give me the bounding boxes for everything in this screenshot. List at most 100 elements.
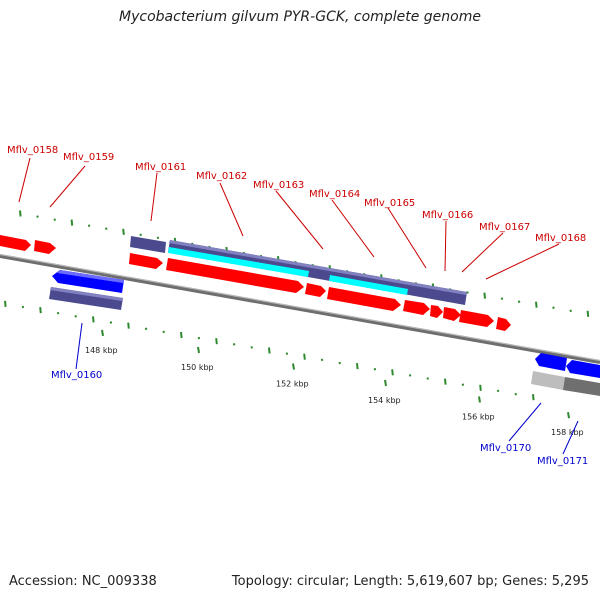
gene-arrow-0167 xyxy=(459,310,494,327)
gc-tick xyxy=(56,311,60,315)
ruler-tick xyxy=(384,379,387,387)
cds-bar-0160-sheen xyxy=(50,287,123,301)
gc-tick xyxy=(139,233,142,237)
gc-tick xyxy=(197,336,201,340)
gc-tick xyxy=(514,392,517,396)
ruler-label: 156 kbp xyxy=(462,413,495,422)
leader-0162 xyxy=(219,182,244,237)
cds-bar-0170 xyxy=(531,371,565,390)
gc-tick xyxy=(144,327,148,331)
gc-tick xyxy=(268,347,271,354)
genome-backbone xyxy=(0,253,600,364)
gc-tick xyxy=(19,210,22,217)
gc-tick xyxy=(122,228,125,235)
gene-arrow-0170 xyxy=(535,353,567,371)
map-title: Mycobacterium gilvum PYR-GCK, complete g… xyxy=(119,9,481,25)
gc-tick xyxy=(303,353,306,360)
gc-tick xyxy=(21,305,25,309)
gc-tick xyxy=(500,297,504,300)
cds-bar-0161 xyxy=(130,236,166,253)
ruler-label: 148 kbp xyxy=(85,346,118,355)
leader-0171 xyxy=(562,420,579,455)
gc-tick xyxy=(53,218,56,221)
gene-arrow-0164 xyxy=(327,287,401,311)
gc-tick xyxy=(180,331,183,339)
gc-tick xyxy=(320,358,324,362)
gc-tick xyxy=(535,301,538,308)
gc-tick xyxy=(105,227,108,230)
ruler-tick xyxy=(101,329,104,337)
gc-tick xyxy=(444,378,447,385)
gc-tick xyxy=(232,343,236,346)
ruler-tick xyxy=(197,346,200,354)
gc-tick xyxy=(496,389,500,393)
gene-arrow-0163 xyxy=(305,283,326,297)
gc-tick xyxy=(552,306,555,309)
gc-tick xyxy=(466,291,469,294)
gc-tick xyxy=(285,352,289,355)
gene-arrow-0162 xyxy=(166,258,304,293)
gc-tick xyxy=(127,322,130,329)
gene-label: Mflv_0166 xyxy=(422,210,473,221)
gene-label: Mflv_0162 xyxy=(196,171,247,182)
backbone-line xyxy=(0,254,600,364)
leader-0168 xyxy=(485,243,560,280)
ruler-label: 152 kbp xyxy=(276,380,309,389)
gc-tick xyxy=(338,361,341,365)
label-leaders xyxy=(18,157,579,455)
cds-bar-0171 xyxy=(563,377,600,396)
gene-labels: Mflv_0158 Mflv_0159 Mflv_0161 Mflv_0162 … xyxy=(7,145,588,467)
leader-0166 xyxy=(444,220,447,272)
gc-tick xyxy=(373,367,377,371)
gc-tick xyxy=(479,384,482,391)
gene-label: Mflv_0159 xyxy=(63,152,114,163)
gene-arrow-0166 xyxy=(443,307,461,321)
leader-0167 xyxy=(461,232,504,273)
gc-tick xyxy=(532,394,535,401)
gene-arrow-0159 xyxy=(34,240,56,254)
gc-tick xyxy=(483,292,486,299)
backbone-line-highlight xyxy=(0,253,600,362)
gc-tick xyxy=(391,369,394,376)
gc-tick xyxy=(156,236,160,240)
gc-tick xyxy=(92,316,95,323)
gc-tick xyxy=(569,309,572,313)
ruler-label: 154 kbp xyxy=(368,396,401,405)
gene-arrow-0158 xyxy=(0,235,31,251)
gc-tick xyxy=(4,300,7,307)
genome-summary: Topology: circular; Length: 5,619,607 bp… xyxy=(231,574,589,589)
gc-tick xyxy=(70,219,74,226)
gc-tick xyxy=(109,321,113,324)
highlight-bar-2 xyxy=(329,275,408,295)
cds-bars-lower xyxy=(49,287,600,396)
gc-tick xyxy=(215,338,218,345)
gc-tick xyxy=(356,363,359,370)
gc-tick xyxy=(87,224,91,227)
leader-0164 xyxy=(331,199,375,258)
ruler-label: 158 kbp xyxy=(551,428,584,437)
gene-label: Mflv_0165 xyxy=(364,198,415,209)
gene-label: Mflv_0170 xyxy=(480,443,531,454)
gc-tick xyxy=(162,330,165,334)
gene-arrow-0165a xyxy=(403,300,430,315)
gc-tick xyxy=(461,383,465,386)
gc-tick xyxy=(250,346,253,349)
accession-label: Accession: NC_009338 xyxy=(9,574,157,589)
gc-tick xyxy=(426,377,429,380)
ruler-label: 150 kbp xyxy=(181,363,214,372)
gene-label: Mflv_0158 xyxy=(7,145,58,156)
gene-arrow-0165b xyxy=(430,305,443,318)
gc-tick xyxy=(586,310,590,317)
cds-bar-0160 xyxy=(49,287,123,310)
gc-tick xyxy=(408,374,412,377)
gene-arrow-0168 xyxy=(496,317,511,331)
gene-label: Mflv_0171 xyxy=(537,456,588,467)
ruler: 148 kbp 150 kbp 152 kbp 154 kbp 156 kbp 158 k… xyxy=(85,329,584,437)
forward-gene-arrows xyxy=(0,235,511,331)
ruler-tick xyxy=(292,363,295,370)
ruler-tick xyxy=(567,412,570,419)
leader-0160 xyxy=(75,322,83,370)
highlight-bar-1 xyxy=(168,247,309,277)
ruler-tick xyxy=(478,396,481,403)
